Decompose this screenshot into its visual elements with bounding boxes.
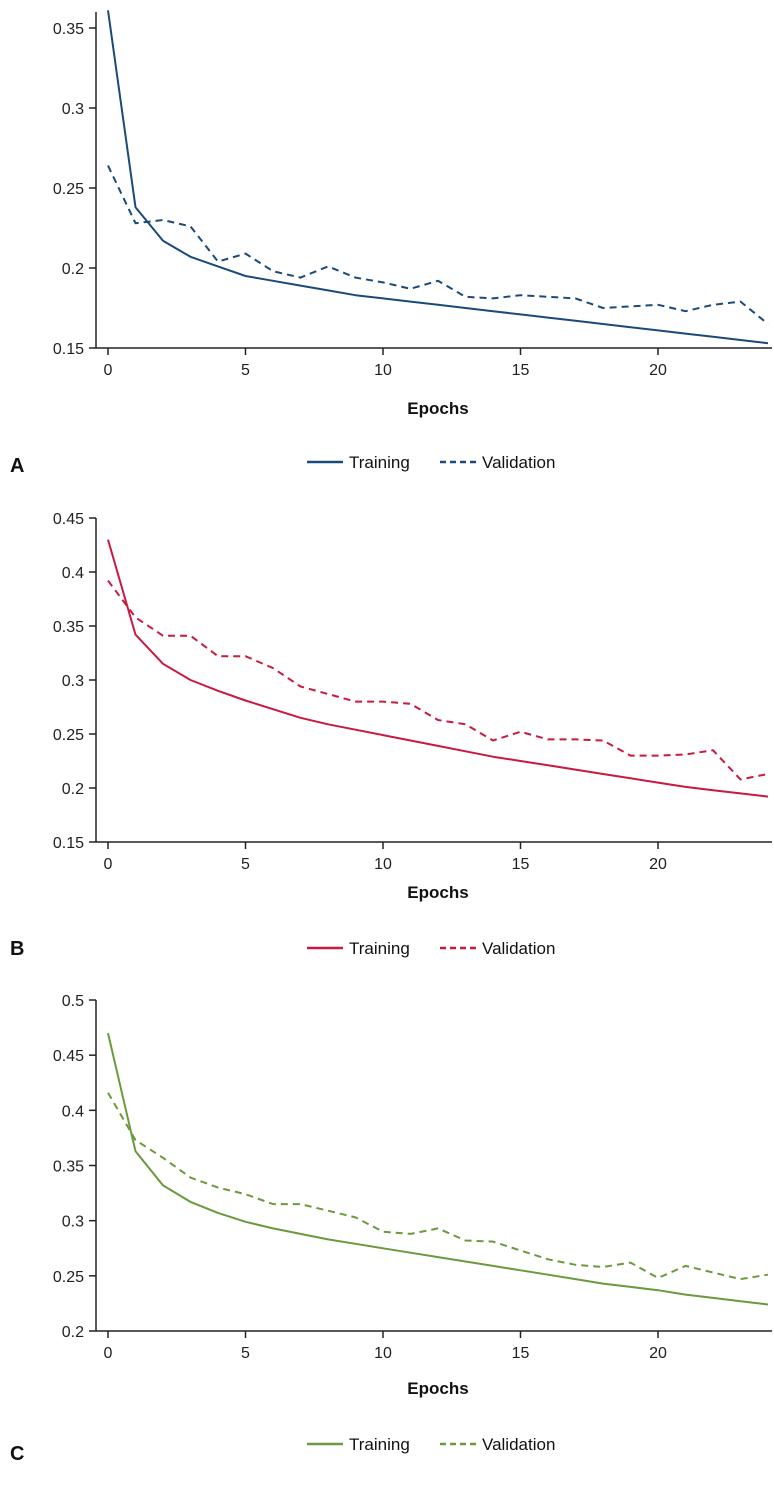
y-tick-label: 0.3 — [62, 101, 84, 118]
y-tick-label: 0.15 — [53, 341, 84, 358]
y-tick-label: 0.25 — [53, 727, 84, 744]
x-tick-label: 20 — [649, 362, 667, 379]
y-tick-label: 0.4 — [62, 1103, 84, 1120]
legend-label-validation: Validation — [482, 453, 555, 472]
x-tick-label: 10 — [374, 856, 392, 873]
series-line-training — [107, 10, 769, 345]
panel-b: 0.15 0.2 0.25 0.3 0.35 0.4 0.45 0 5 10 15 20 Epochs T… — [10, 511, 772, 960]
y-tick-label: 0.25 — [53, 1269, 84, 1286]
y-tick-label: 0.25 — [53, 181, 84, 198]
x-tick-label: 15 — [512, 362, 530, 379]
panel-letter: B — [10, 938, 24, 960]
series-line-validation — [107, 580, 769, 781]
panel-letter: A — [10, 455, 24, 477]
legend-label-training: Training — [349, 1435, 410, 1454]
legend-label-training: Training — [349, 453, 410, 472]
x-axis-title: Epochs — [407, 883, 468, 902]
x-tick-label: 20 — [649, 856, 667, 873]
legend: Training Validation — [307, 1435, 555, 1454]
x-tick-label: 0 — [104, 362, 113, 379]
x-tick-label: 5 — [241, 362, 250, 379]
legend: Training Validation — [307, 939, 555, 958]
panel-a: 0.15 0.2 0.25 0.3 0.35 0 5 10 15 20 Epochs Training… — [10, 10, 772, 477]
legend-label-training: Training — [349, 939, 410, 958]
y-tick-label: 0.45 — [53, 1048, 84, 1065]
y-tick-label: 0.3 — [62, 673, 84, 690]
y-tick-label: 0.2 — [62, 781, 84, 798]
series-line-training — [107, 539, 769, 798]
legend: Training Validation — [307, 453, 555, 472]
x-tick-label: 5 — [241, 856, 250, 873]
y-tick-label: 0.35 — [53, 1159, 84, 1176]
y-tick-label: 0.3 — [62, 1214, 84, 1231]
x-tick-label: 15 — [512, 856, 530, 873]
x-tick-label: 15 — [512, 1345, 530, 1362]
x-axis-title: Epochs — [407, 399, 468, 418]
x-tick-label: 10 — [374, 362, 392, 379]
legend-label-validation: Validation — [482, 939, 555, 958]
series-line-validation — [107, 165, 769, 325]
x-tick-label: 0 — [104, 856, 113, 873]
x-axis-title: Epochs — [407, 1379, 468, 1398]
y-tick-label: 0.35 — [53, 619, 84, 636]
panel-letter: C — [10, 1443, 24, 1465]
y-tick-label: 0.15 — [53, 835, 84, 852]
panel-c: 0.2 0.25 0.3 0.35 0.4 0.45 0.5 0 5 10 15 20 Epochs Tr… — [10, 993, 772, 1465]
y-tick-label: 0.2 — [62, 1324, 84, 1341]
y-tick-label: 0.5 — [62, 993, 84, 1010]
x-tick-label: 10 — [374, 1345, 392, 1362]
series-line-training — [107, 1032, 769, 1306]
y-tick-label: 0.2 — [62, 261, 84, 278]
x-tick-label: 0 — [104, 1345, 113, 1362]
legend-label-validation: Validation — [482, 1435, 555, 1454]
y-tick-label: 0.35 — [53, 21, 84, 38]
y-tick-label: 0.4 — [62, 565, 84, 582]
x-tick-label: 20 — [649, 1345, 667, 1362]
x-tick-label: 5 — [241, 1345, 250, 1362]
y-tick-label: 0.45 — [53, 511, 84, 528]
series-line-validation — [107, 1092, 769, 1281]
